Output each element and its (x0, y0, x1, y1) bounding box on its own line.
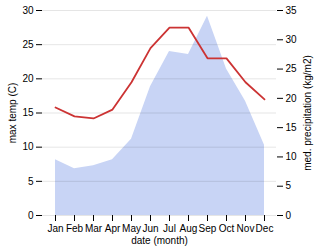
svg-text:Apr: Apr (105, 223, 121, 234)
svg-text:20: 20 (22, 73, 34, 84)
svg-text:5: 5 (28, 176, 34, 187)
svg-text:date (month): date (month) (131, 235, 188, 246)
svg-text:10: 10 (22, 141, 34, 152)
svg-text:20: 20 (286, 93, 298, 104)
svg-text:Aug: Aug (180, 223, 198, 234)
svg-text:35: 35 (286, 5, 298, 16)
svg-text:May: May (122, 223, 141, 234)
svg-text:30: 30 (22, 5, 34, 16)
svg-text:Dec: Dec (256, 223, 274, 234)
svg-text:15: 15 (286, 122, 298, 133)
svg-text:max temp (C): max temp (C) (7, 83, 18, 144)
svg-text:Mar: Mar (85, 223, 103, 234)
svg-text:15: 15 (22, 107, 34, 118)
svg-text:25: 25 (22, 39, 34, 50)
svg-text:0: 0 (286, 210, 292, 221)
svg-text:Jan: Jan (47, 223, 63, 234)
svg-text:10: 10 (286, 151, 298, 162)
svg-text:30: 30 (286, 34, 298, 45)
svg-text:0: 0 (28, 210, 34, 221)
svg-text:Nov: Nov (237, 223, 255, 234)
svg-text:med. precipitation (kg/m2): med. precipitation (kg/m2) (302, 55, 313, 171)
svg-text:Oct: Oct (219, 223, 235, 234)
svg-text:Jun: Jun (142, 223, 158, 234)
svg-text:5: 5 (286, 180, 292, 191)
svg-text:25: 25 (286, 63, 298, 74)
svg-text:Jul: Jul (163, 223, 176, 234)
svg-text:Sep: Sep (199, 223, 217, 234)
svg-text:Feb: Feb (66, 223, 84, 234)
